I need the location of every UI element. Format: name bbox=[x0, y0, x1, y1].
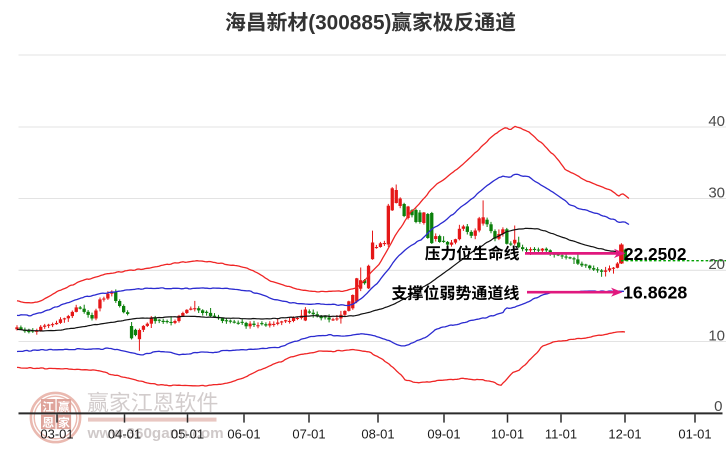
svg-text:06-01: 06-01 bbox=[227, 427, 260, 442]
svg-text:09-01: 09-01 bbox=[427, 427, 460, 442]
svg-text:05-01: 05-01 bbox=[171, 427, 204, 442]
svg-text:0: 0 bbox=[714, 398, 722, 415]
svg-text:22.2502: 22.2502 bbox=[624, 244, 686, 264]
svg-text:16.8628: 16.8628 bbox=[623, 283, 687, 303]
svg-text:07-01: 07-01 bbox=[292, 427, 325, 442]
svg-text:20: 20 bbox=[708, 256, 725, 273]
svg-text:30: 30 bbox=[708, 184, 725, 201]
svg-text:12-01: 12-01 bbox=[608, 427, 641, 442]
svg-text:11-01: 11-01 bbox=[545, 427, 577, 442]
svg-text:08-01: 08-01 bbox=[361, 427, 394, 442]
svg-text:10: 10 bbox=[708, 327, 725, 344]
svg-text:40: 40 bbox=[708, 113, 725, 130]
svg-text:10-01: 10-01 bbox=[491, 427, 524, 442]
svg-text:04-01: 04-01 bbox=[108, 427, 141, 442]
svg-text:(300885): (300885) bbox=[308, 12, 391, 35]
svg-text:03-01: 03-01 bbox=[40, 427, 73, 442]
svg-text:01-01: 01-01 bbox=[678, 427, 711, 442]
svg-text:www.360gann.com: www.360gann.com bbox=[87, 425, 224, 442]
